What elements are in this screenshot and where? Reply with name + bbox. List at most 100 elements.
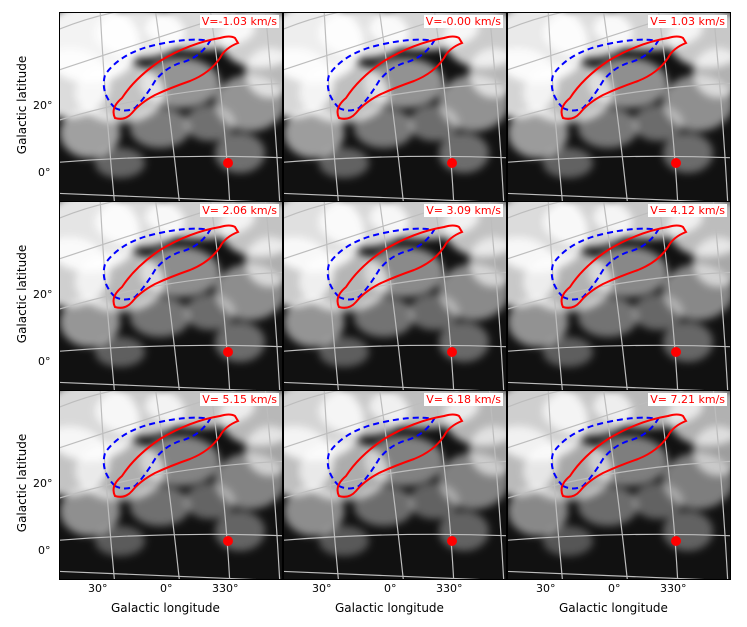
grid-line <box>379 202 404 390</box>
x-tick-label: 30° <box>536 582 556 595</box>
grid-line <box>508 570 705 579</box>
grid-line <box>547 391 563 579</box>
grid-line <box>547 13 563 201</box>
emission-clouds <box>508 202 730 367</box>
y-tick-label: 20° <box>33 99 53 112</box>
emission-clouds <box>60 391 282 556</box>
grid-line <box>508 344 730 352</box>
blue-contour <box>326 416 436 490</box>
channel-map-panel: V= 1.03 km/s <box>507 12 731 202</box>
grid-line <box>284 13 339 30</box>
grid-line <box>488 202 505 390</box>
grid-line <box>60 13 115 30</box>
emission-clouds <box>284 391 506 556</box>
coordinate-grid <box>508 202 730 390</box>
sky-map <box>508 13 730 201</box>
velocity-label: V= 5.15 km/s <box>200 393 279 406</box>
grid-line <box>60 192 257 201</box>
grid-line <box>284 82 506 121</box>
red-contour <box>112 224 240 309</box>
grid-line <box>284 202 339 219</box>
red-contour <box>112 35 240 120</box>
grid-line <box>284 155 506 163</box>
source-marker <box>447 536 457 546</box>
grid-line <box>60 82 282 121</box>
channel-map-panel: V= 4.12 km/s <box>507 201 731 391</box>
y-axis-label: Galactic latitude <box>15 55 29 155</box>
grid-line <box>210 13 231 201</box>
source-marker <box>447 158 457 168</box>
grid-line <box>508 202 563 219</box>
grid-line <box>60 271 282 310</box>
source-marker <box>223 158 233 168</box>
x-tick-label: 0° <box>608 582 621 595</box>
grid-line <box>434 13 455 201</box>
coordinate-grid <box>508 391 730 579</box>
grid-line <box>99 13 115 201</box>
red-contour <box>336 413 464 498</box>
grid-line <box>60 202 115 219</box>
grid-line <box>508 381 705 390</box>
channel-map-panel: V=-0.00 km/s <box>283 12 507 202</box>
sky-map <box>60 202 282 390</box>
grid-line <box>508 460 730 499</box>
grid-line <box>379 13 404 201</box>
grid-line <box>284 271 506 310</box>
grid-line <box>99 202 115 390</box>
grid-line <box>264 391 281 579</box>
y-tick-label: 0° <box>38 544 51 557</box>
grid-line <box>488 391 505 579</box>
grid-line <box>323 13 339 201</box>
red-contour <box>336 35 464 120</box>
grid-line <box>508 82 730 121</box>
blue-contour <box>326 227 436 301</box>
grid-line <box>323 202 339 390</box>
blue-contour <box>102 38 212 112</box>
grid-line <box>284 381 481 390</box>
velocity-label: V=-0.00 km/s <box>423 15 503 28</box>
red-contour <box>112 413 240 498</box>
grid-line <box>60 155 282 163</box>
channel-map-panel: V= 6.18 km/s <box>283 390 507 580</box>
grid-line <box>323 391 339 579</box>
grid-line <box>60 533 282 541</box>
grid-line <box>284 460 506 499</box>
x-tick-label: 0° <box>160 582 173 595</box>
grid-line <box>603 391 628 579</box>
grid-line <box>264 13 281 201</box>
emission-clouds <box>508 13 730 178</box>
blue-contour <box>550 38 660 112</box>
sky-map <box>508 202 730 390</box>
source-marker <box>671 347 681 357</box>
grid-line <box>155 202 180 390</box>
blue-contour <box>326 38 436 112</box>
channel-map-panel: V=-1.03 km/s <box>59 12 283 202</box>
sky-map <box>284 391 506 579</box>
grid-line <box>603 13 628 201</box>
velocity-label: V= 3.09 km/s <box>424 204 503 217</box>
red-contour <box>560 413 688 498</box>
velocity-label: V= 4.12 km/s <box>648 204 727 217</box>
source-marker <box>671 536 681 546</box>
blue-contour <box>550 416 660 490</box>
channel-map-panel: V= 7.21 km/s <box>507 390 731 580</box>
grid-line <box>284 533 506 541</box>
coordinate-grid <box>508 13 730 201</box>
grid-line <box>60 344 282 352</box>
velocity-label: V= 7.21 km/s <box>648 393 727 406</box>
x-tick-label: 0° <box>384 582 397 595</box>
sky-map <box>60 391 282 579</box>
coordinate-grid <box>284 13 506 201</box>
blue-contour <box>102 227 212 301</box>
grid-line <box>508 192 705 201</box>
grid-line <box>60 381 257 390</box>
grid-line <box>60 570 257 579</box>
channel-map-panel: V= 2.06 km/s <box>59 201 283 391</box>
source-marker <box>671 158 681 168</box>
coordinate-grid <box>284 391 506 579</box>
emission-clouds <box>284 202 506 367</box>
grid-line <box>284 344 506 352</box>
x-axis-label: Galactic longitude <box>335 601 444 615</box>
red-contour <box>560 35 688 120</box>
